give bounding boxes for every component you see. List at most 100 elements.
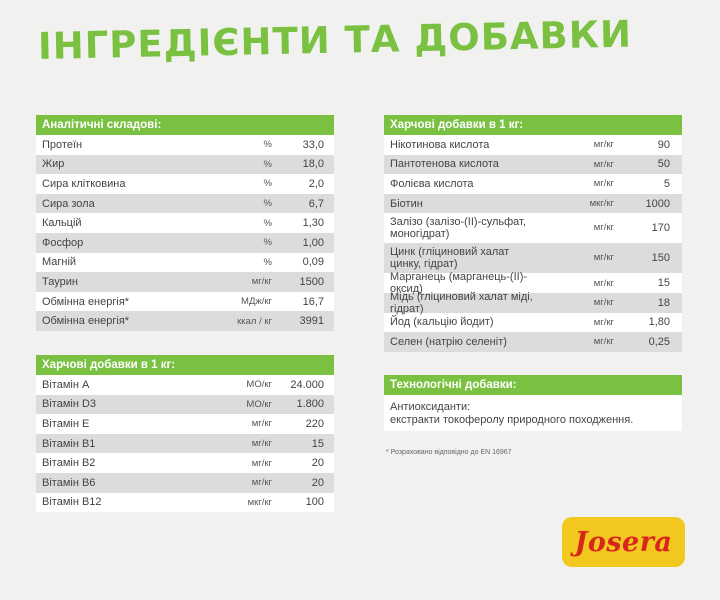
technological-body: Антиоксиданти: екстракти токоферолу прир…: [384, 395, 682, 431]
mineral-row: Марганець (марганець-(II)-оксид) мг/кг 15: [384, 271, 682, 296]
analytical-row: Жир% 18,0: [36, 154, 334, 175]
mineral-name: Фолієва кислота: [390, 177, 474, 190]
analytical-value: 2,0: [308, 177, 324, 190]
vitamin-row: Вітамін B1 мг/кг 15: [36, 433, 334, 454]
analytical-unit: %: [263, 256, 272, 268]
analytical-row: Сира зола% 6,7: [36, 193, 334, 214]
vitamin-value: 15: [311, 437, 324, 450]
mineral-row: Пантотенова кислота мг/кг 50: [384, 154, 682, 175]
analytical-unit: %: [263, 178, 272, 190]
mineral-unit: мг/кг: [593, 222, 614, 234]
mineral-name: Йод (кальцію йодит): [390, 316, 494, 329]
mineral-unit: мг/кг: [593, 297, 614, 309]
vitamin-row: Вітамін B2 мг/кг 20: [36, 453, 334, 473]
mineral-name: Пантотенова кислота: [390, 158, 499, 171]
mineral-name: Біотин: [390, 197, 423, 210]
vitamin-name: Вітамін E: [42, 417, 90, 430]
mineral-value: 90: [657, 138, 670, 151]
technological-line-1: Антиоксиданти:: [390, 401, 471, 413]
mineral-unit: мг/кг: [593, 316, 614, 328]
analytical-value: 1,00: [302, 236, 324, 249]
vitamin-value: 20: [311, 476, 324, 489]
vitamin-row: Вітамін E мг/кг 220: [36, 414, 334, 434]
mineral-unit: мг/кг: [593, 158, 614, 170]
mineral-value: 1,80: [648, 316, 670, 329]
vitamins-table-header: Харчові добавки в 1 кг:: [36, 355, 334, 375]
mineral-unit: мг/кг: [593, 336, 614, 348]
analytical-unit: %: [263, 237, 272, 249]
analytical-name: Магній: [42, 256, 77, 269]
vitamin-value: 100: [305, 496, 324, 509]
mineral-row: Мідь (гліциновий халат міді, гідрат) мг/к…: [384, 291, 682, 315]
vitamin-name: Вітамін B6: [42, 476, 96, 489]
mineral-row: Селен (натрію селеніт) мг/кг 0,25: [384, 332, 682, 352]
josera-logo: Josera: [562, 517, 685, 567]
mineral-row: Цинк (гліциновий халат цинку, гідрат) мг/…: [384, 243, 682, 274]
mineral-unit: мг/кг: [593, 178, 614, 190]
mineral-name: Залізо (залізо-(II)-сульфат, моногідрат): [390, 216, 526, 241]
vitamin-unit: мг/кг: [251, 418, 272, 430]
analytical-row: Таурин мг/кг 1500: [36, 272, 334, 292]
vitamin-name: Вітамін A: [42, 378, 90, 391]
analytical-unit: ккал / кг: [237, 315, 272, 327]
vitamin-unit: мкг/кг: [247, 496, 272, 508]
mineral-name: Марганець (марганець-(II)-оксид): [390, 271, 528, 296]
analytical-row: Кальцій% 1,30: [36, 213, 334, 233]
technological-line-2: екстракти токоферолу природного походжен…: [390, 414, 634, 426]
analytical-unit: %: [263, 198, 272, 210]
mineral-row: Залізо (залізо-(II)-сульфат, моногідрат)…: [384, 213, 682, 244]
vitamins-table: Харчові добавки в 1 кг: Вітамін A МО/кг 24…: [36, 355, 334, 513]
analytical-unit: МДж/кг: [241, 296, 272, 308]
analytical-table-header: Аналітичні складові:: [36, 115, 334, 135]
mineral-row: Фолієва кислота мг/кг 5: [384, 174, 682, 194]
analytical-value: 33,0: [302, 138, 324, 151]
technological-table-header: Технологічні добавки:: [384, 375, 682, 395]
analytical-row: Фосфор% 1,00: [36, 232, 334, 253]
analytical-name: Кальцій: [42, 217, 82, 230]
mineral-value: 50: [657, 158, 670, 171]
mineral-row: Нікотинова кислота мг/кг 90: [384, 135, 682, 155]
josera-logo-text: Josera: [574, 526, 673, 558]
vitamin-unit: мг/кг: [251, 438, 272, 450]
mineral-name: Нікотинова кислота: [390, 138, 490, 151]
analytical-unit: %: [263, 217, 272, 229]
mineral-value: 1000: [645, 197, 670, 210]
analytical-value: 6,7: [308, 197, 324, 210]
analytical-value: 18,0: [302, 158, 324, 171]
analytical-value: 1500: [299, 275, 324, 288]
vitamin-name: Вітамін D3: [42, 398, 97, 411]
vitamin-row: Вітамін B6 мг/кг 20: [36, 472, 334, 493]
mineral-row: Біотин мкг/кг 1000: [384, 193, 682, 214]
mineral-value: 15: [657, 277, 670, 290]
vitamin-name: Вітамін B1: [42, 437, 96, 450]
vitamin-value: 1.800: [296, 398, 324, 411]
analytical-name: Жир: [42, 158, 65, 171]
vitamin-row: Вітамін A МО/кг 24.000: [36, 375, 334, 395]
analytical-row: Сира клітковина% 2,0: [36, 174, 334, 194]
analytical-value: 0,09: [302, 256, 324, 269]
analytical-row: Обмінна енергія* МДж/кг 16,7: [36, 291, 334, 312]
vitamin-unit: мг/кг: [251, 457, 272, 469]
analytical-value: 3991: [299, 315, 324, 328]
mineral-unit: мг/кг: [593, 277, 614, 289]
vitamin-value: 220: [305, 417, 324, 430]
technological-table: Технологічні добавки: Антиоксиданти: екс…: [384, 375, 682, 431]
mineral-value: 0,25: [648, 335, 670, 348]
analytical-table: Аналітичні складові: Протеїн% 33,0 Жир% 18,…: [36, 115, 334, 331]
analytical-unit: мг/кг: [251, 276, 272, 288]
analytical-name: Сира зола: [42, 197, 95, 210]
analytical-name: Обмінна енергія*: [42, 315, 130, 328]
analytical-unit: %: [263, 139, 272, 151]
mineral-value: 170: [651, 222, 670, 235]
analytical-name: Обмінна енергія*: [42, 295, 130, 308]
mineral-unit: мг/кг: [593, 252, 614, 264]
analytical-row: Магній% 0,09: [36, 252, 334, 273]
mineral-row: Йод (кальцію йодит) мг/кг 1,80: [384, 312, 682, 333]
vitamin-row: Вітамін D3 МО/кг 1.800: [36, 394, 334, 415]
minerals-table: Харчові добавки в 1 кг: Нікотинова кисло…: [384, 115, 682, 352]
minerals-table-header: Харчові добавки в 1 кг:: [384, 115, 682, 135]
mineral-value: 150: [651, 252, 670, 265]
analytical-value: 1,30: [302, 217, 324, 230]
mineral-name: Селен (натрію селеніт): [390, 335, 507, 348]
page-title: ІНГРЕДІЄНТИ ТА ДОБАВКИ: [37, 12, 633, 68]
